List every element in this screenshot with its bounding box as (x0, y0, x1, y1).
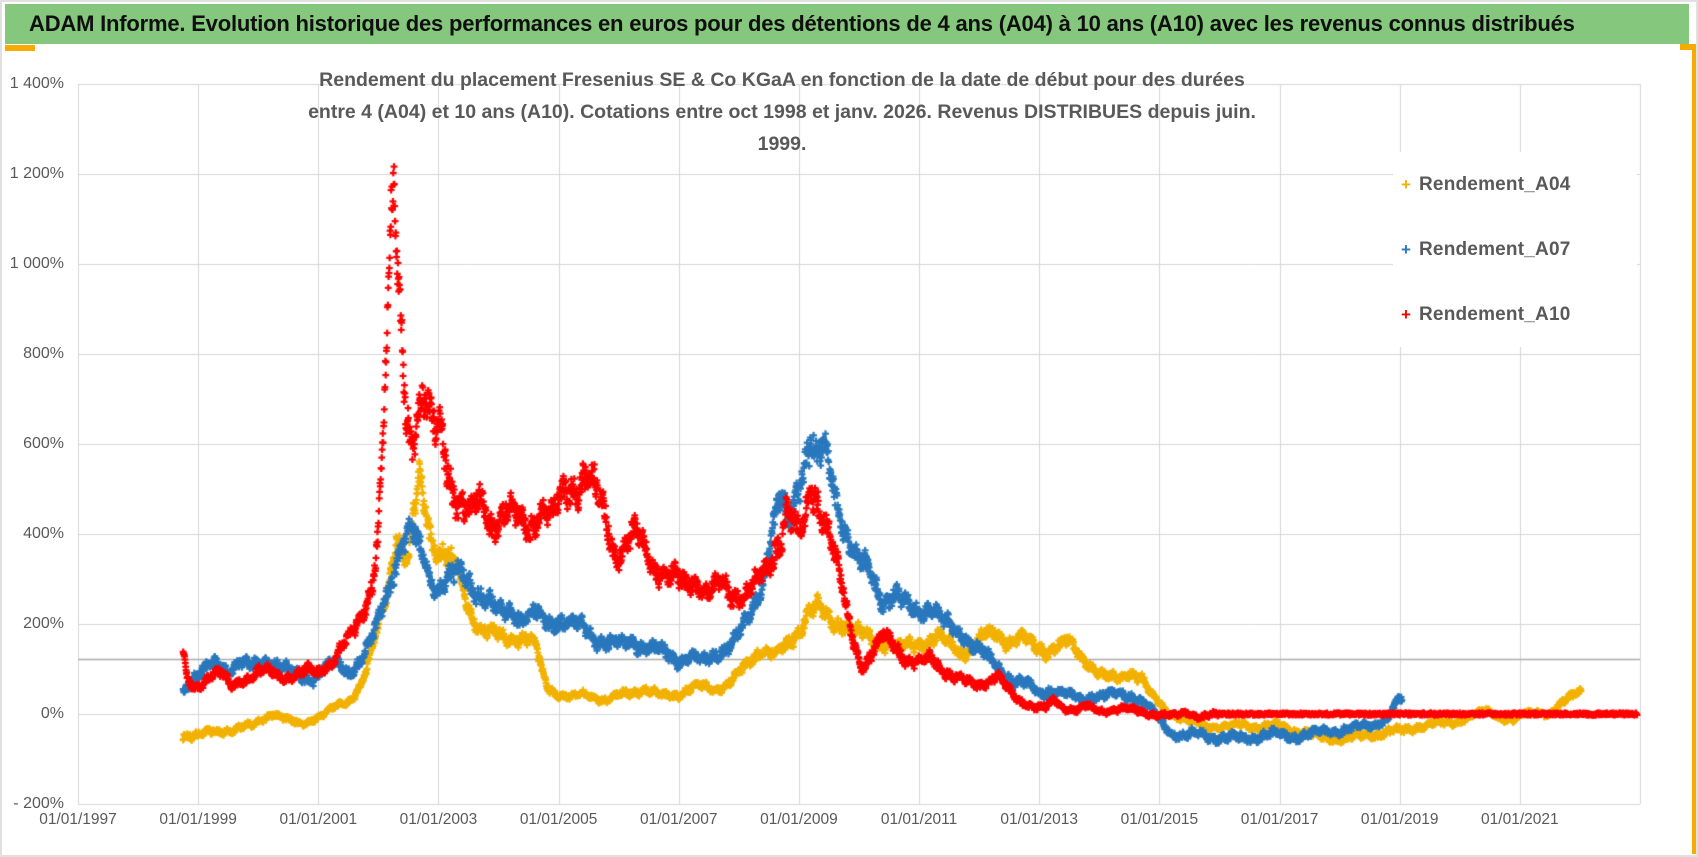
y-tick-label: 600% (23, 435, 64, 452)
chart-legend: + Rendement_A04 + Rendement_A07 + Rendement_A… (1393, 152, 1637, 347)
y-tick-label: 800% (23, 345, 64, 362)
legend-plus-icon: + (1401, 175, 1411, 194)
legend-label: Rendement_A04 (1419, 173, 1571, 195)
legend-label: Rendement_A07 (1419, 238, 1571, 260)
y-tick-label: 1 400% (9, 75, 64, 92)
x-tick-label: 01/01/2013 (1000, 811, 1078, 828)
x-tick-label: 01/01/2009 (760, 811, 838, 828)
chart-title-line-2: entre 4 (A04) et 10 ans (A10). Cotations… (308, 101, 1256, 155)
y-tick-label: 1 000% (9, 255, 64, 272)
y-tick-label: 400% (23, 525, 64, 542)
legend-label: Rendement_A10 (1419, 303, 1571, 325)
x-tick-label: 01/01/2017 (1240, 811, 1319, 828)
chart-title-line-1: Rendement du placement Fresenius SE & Co… (319, 69, 1245, 91)
legend-item-rendement_a10[interactable]: + Rendement_A10 (1393, 282, 1637, 347)
x-tick-label: 01/01/2019 (1360, 811, 1439, 828)
x-tick-label: 01/01/2005 (519, 811, 598, 828)
x-tick-label: 01/01/2007 (639, 811, 718, 828)
y-tick-label: 200% (23, 615, 64, 632)
legend-plus-icon: + (1401, 305, 1411, 324)
y-tick-label: 1 200% (9, 165, 64, 182)
chart-title: Rendement du placement Fresenius SE & Co… (282, 64, 1282, 160)
y-tick-label: - 200% (13, 795, 64, 812)
legend-item-rendement_a07[interactable]: + Rendement_A07 (1393, 217, 1637, 282)
x-tick-label: 01/01/1997 (39, 811, 117, 828)
legend-plus-icon: + (1401, 240, 1411, 259)
legend-item-rendement_a04[interactable]: + Rendement_A04 (1393, 152, 1637, 217)
y-tick-label: 0% (40, 705, 64, 722)
x-tick-label: 01/01/2011 (880, 811, 958, 828)
x-tick-label: 01/01/2001 (279, 811, 358, 828)
x-tick-label: 01/01/2021 (1481, 811, 1559, 828)
x-tick-label: 01/01/1999 (159, 811, 237, 828)
x-tick-label: 01/01/2003 (399, 811, 478, 828)
x-tick-label: 01/01/2015 (1120, 811, 1199, 828)
